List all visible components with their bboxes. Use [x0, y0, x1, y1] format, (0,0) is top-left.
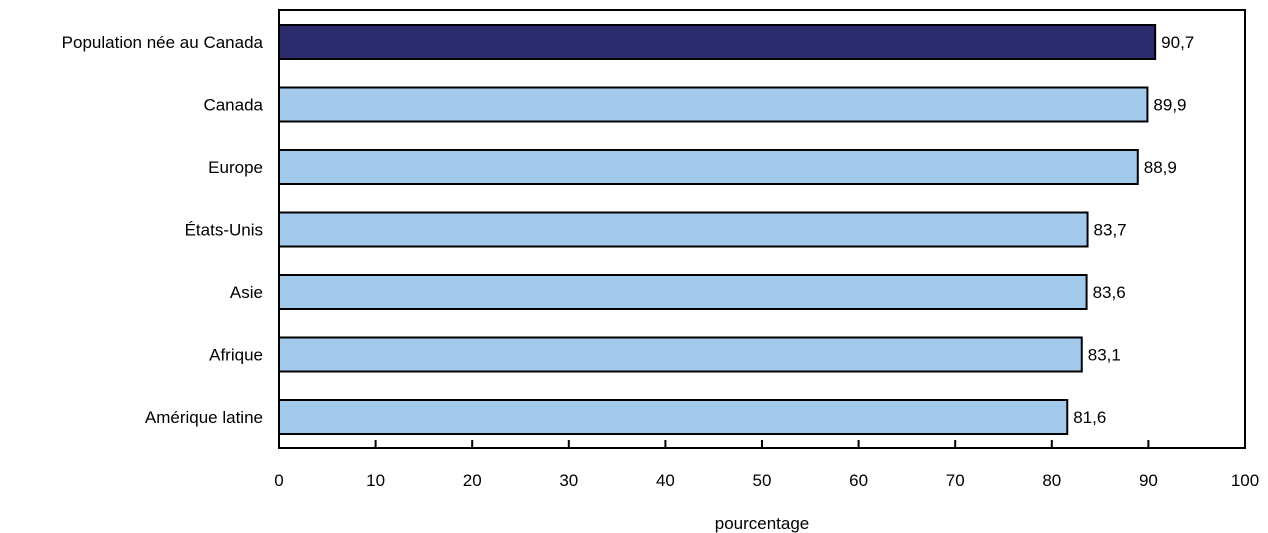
- value-label: 88,9: [1144, 158, 1177, 177]
- x-tick-label: 50: [753, 471, 772, 490]
- bar: [278, 274, 1088, 310]
- value-label: 81,6: [1073, 408, 1106, 427]
- value-label: 89,9: [1153, 96, 1186, 115]
- x-tick-label: 20: [463, 471, 482, 490]
- x-tick-label: 100: [1231, 471, 1259, 490]
- category-label: Europe: [208, 158, 263, 177]
- category-label: Canada: [203, 96, 263, 115]
- x-tick-label: 40: [656, 471, 675, 490]
- value-label: 83,7: [1094, 221, 1127, 240]
- bar: [278, 399, 1069, 435]
- bar: [278, 149, 1139, 185]
- category-labels: Population née au Canada Canada Europe État…: [62, 33, 264, 427]
- x-tick-label: 80: [1042, 471, 1061, 490]
- category-label: Population née au Canada: [62, 33, 264, 52]
- value-label: 90,7: [1161, 33, 1194, 52]
- x-tick-label: 10: [366, 471, 385, 490]
- bars-group: [278, 24, 1157, 435]
- x-axis-title: pourcentage: [715, 514, 810, 533]
- bar: [278, 86, 1149, 123]
- value-label: 83,1: [1088, 346, 1121, 365]
- x-tick-labels: 0 10 20 30 40 50 60 70 80 90 100: [274, 471, 1259, 490]
- category-label: Amérique latine: [145, 408, 263, 427]
- x-tick-label: 60: [849, 471, 868, 490]
- x-tick-label: 70: [946, 471, 965, 490]
- x-tick-label: 90: [1139, 471, 1158, 490]
- bar: [278, 336, 1083, 373]
- category-label: États-Unis: [185, 221, 263, 240]
- x-ticks: [278, 440, 1246, 448]
- x-tick-label: 0: [274, 471, 283, 490]
- value-labels: 90,7 89,9 88,9 83,7 83,6 83,1 81,6: [1073, 33, 1194, 427]
- category-label: Asie: [230, 283, 263, 302]
- bar: [278, 211, 1089, 248]
- x-tick-label: 30: [559, 471, 578, 490]
- bar: [278, 24, 1157, 60]
- category-label: Afrique: [209, 346, 263, 365]
- value-label: 83,6: [1093, 283, 1126, 302]
